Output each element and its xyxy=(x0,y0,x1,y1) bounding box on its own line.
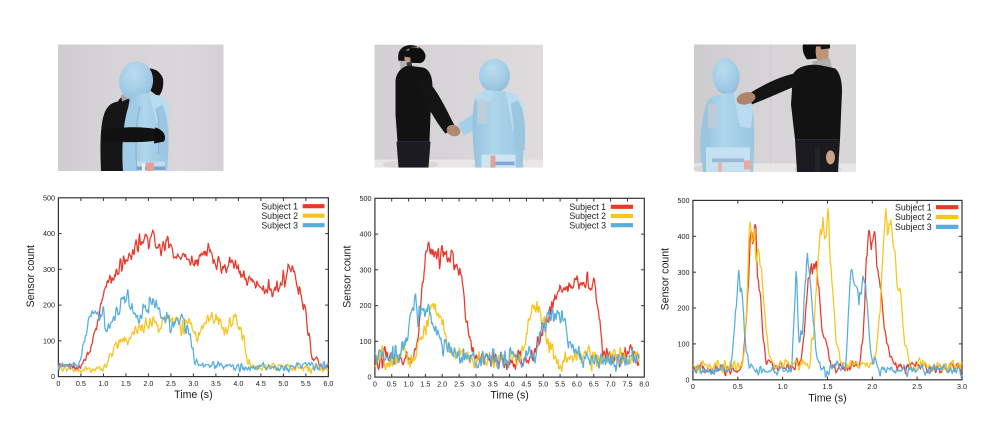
svg-text:1.0: 1.0 xyxy=(404,379,414,388)
svg-text:0.5: 0.5 xyxy=(733,382,743,391)
svg-text:Subject 2: Subject 2 xyxy=(895,212,932,222)
svg-text:Subject 1: Subject 1 xyxy=(569,202,606,212)
svg-text:Subject 1: Subject 1 xyxy=(261,201,298,211)
svg-text:Subject 2: Subject 2 xyxy=(569,211,606,221)
svg-text:300: 300 xyxy=(360,265,372,274)
svg-text:300: 300 xyxy=(678,268,690,277)
svg-text:2.0: 2.0 xyxy=(143,379,153,388)
svg-text:Subject 1: Subject 1 xyxy=(895,202,932,212)
svg-text:1.0: 1.0 xyxy=(778,382,788,391)
svg-text:300: 300 xyxy=(43,265,55,274)
svg-text:100: 100 xyxy=(43,336,55,345)
svg-text:1.5: 1.5 xyxy=(420,379,430,388)
svg-text:5.5: 5.5 xyxy=(555,379,565,388)
svg-text:2.5: 2.5 xyxy=(912,382,922,391)
svg-text:200: 200 xyxy=(678,304,690,313)
svg-text:0: 0 xyxy=(51,372,55,381)
svg-text:200: 200 xyxy=(43,301,55,310)
svg-text:7.5: 7.5 xyxy=(623,379,633,388)
svg-text:2.0: 2.0 xyxy=(437,379,447,388)
svg-text:7.0: 7.0 xyxy=(606,379,616,388)
svg-text:2.5: 2.5 xyxy=(166,379,176,388)
svg-text:5.5: 5.5 xyxy=(301,379,311,388)
svg-text:0: 0 xyxy=(56,379,60,388)
svg-text:5.0: 5.0 xyxy=(278,379,288,388)
svg-text:3.0: 3.0 xyxy=(188,379,198,388)
svg-text:Subject 3: Subject 3 xyxy=(895,222,932,232)
svg-text:Time (s): Time (s) xyxy=(174,389,212,401)
svg-text:Subject 2: Subject 2 xyxy=(261,211,298,221)
svg-text:1.5: 1.5 xyxy=(121,379,131,388)
svg-text:Subject 3: Subject 3 xyxy=(569,220,606,230)
svg-text:0.5: 0.5 xyxy=(387,379,397,388)
svg-text:1.5: 1.5 xyxy=(823,382,833,391)
svg-text:Sensor count: Sensor count xyxy=(659,248,671,310)
svg-text:0.5: 0.5 xyxy=(76,379,86,388)
svg-text:Subject 3: Subject 3 xyxy=(261,220,298,230)
svg-text:6.5: 6.5 xyxy=(589,379,599,388)
svg-text:2.0: 2.0 xyxy=(867,382,877,391)
svg-text:6.0: 6.0 xyxy=(323,379,333,388)
svg-text:8.0: 8.0 xyxy=(639,379,649,388)
svg-text:Time (s): Time (s) xyxy=(490,390,528,402)
svg-text:400: 400 xyxy=(360,230,372,239)
svg-text:200: 200 xyxy=(360,301,372,310)
svg-text:6.0: 6.0 xyxy=(572,379,582,388)
svg-text:100: 100 xyxy=(678,340,690,349)
svg-text:4.0: 4.0 xyxy=(505,379,515,388)
svg-text:400: 400 xyxy=(678,232,690,241)
svg-text:4.0: 4.0 xyxy=(233,379,243,388)
svg-text:0: 0 xyxy=(368,373,372,382)
svg-text:500: 500 xyxy=(360,194,372,203)
svg-text:5.0: 5.0 xyxy=(538,379,548,388)
svg-text:Sensor count: Sensor count xyxy=(341,245,353,307)
svg-text:500: 500 xyxy=(43,193,55,202)
svg-text:100: 100 xyxy=(360,337,372,346)
svg-text:0: 0 xyxy=(686,375,690,384)
svg-text:2.5: 2.5 xyxy=(454,379,464,388)
svg-text:4.5: 4.5 xyxy=(256,379,266,388)
svg-text:3.5: 3.5 xyxy=(211,379,221,388)
svg-text:0: 0 xyxy=(373,379,377,388)
svg-text:500: 500 xyxy=(678,196,690,205)
svg-text:Sensor count: Sensor count xyxy=(25,245,37,307)
svg-text:1.0: 1.0 xyxy=(98,379,108,388)
svg-text:0: 0 xyxy=(691,382,695,391)
svg-text:3.5: 3.5 xyxy=(488,379,498,388)
svg-text:3.0: 3.0 xyxy=(471,379,481,388)
svg-text:Time (s): Time (s) xyxy=(808,392,846,404)
svg-text:3.0: 3.0 xyxy=(957,382,967,391)
svg-text:4.5: 4.5 xyxy=(521,379,531,388)
svg-text:400: 400 xyxy=(43,229,55,238)
